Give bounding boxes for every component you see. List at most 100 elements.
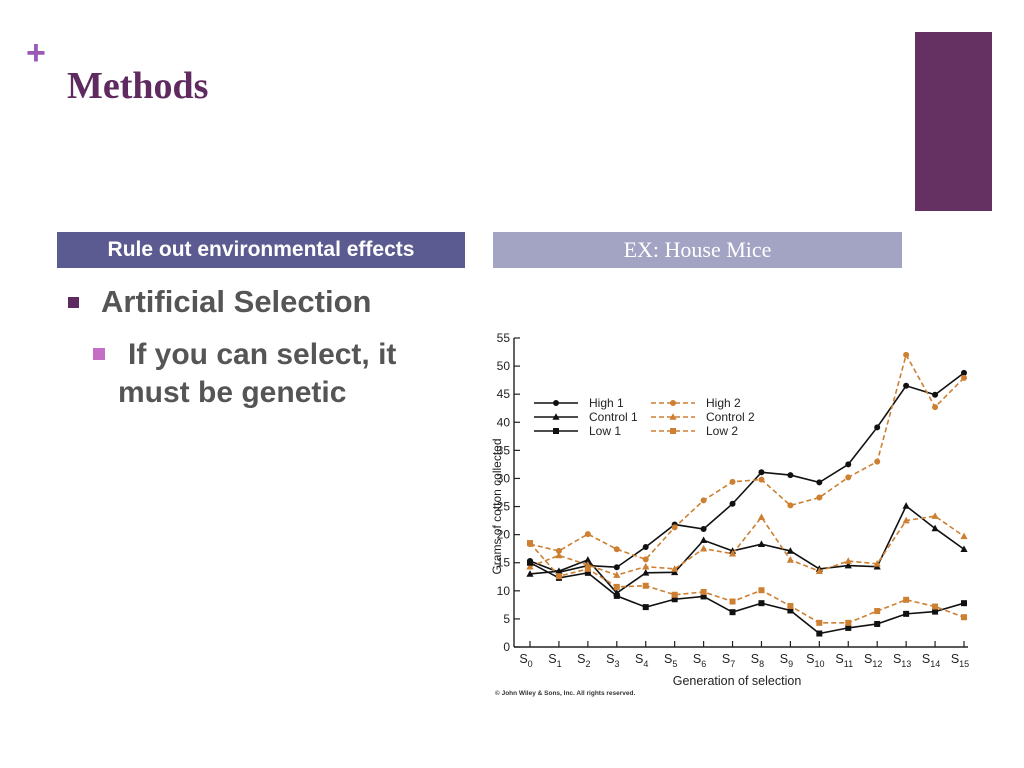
series-line-control-2 xyxy=(529,515,965,576)
data-point-control-1 xyxy=(642,569,650,576)
data-point-control-1 xyxy=(526,570,534,577)
data-point-high-2 xyxy=(787,502,794,509)
data-point-control-2 xyxy=(757,513,766,521)
data-point-high-2 xyxy=(613,546,620,553)
y-tick-label: 50 xyxy=(497,359,511,373)
data-point-low-1 xyxy=(874,620,881,627)
y-tick-label: 40 xyxy=(497,415,511,429)
legend-label-low-1: Low 1 xyxy=(589,424,621,438)
data-point-high-1 xyxy=(874,424,881,431)
data-point-low-2 xyxy=(584,565,591,572)
bullet-text-1: Artificial Selection xyxy=(101,284,372,319)
data-point-high-1 xyxy=(845,461,852,468)
y-tick-label: 20 xyxy=(497,528,511,542)
data-point-low-1 xyxy=(758,600,765,607)
copyright-text: © John Wiley & Sons, Inc. All rights res… xyxy=(495,689,635,697)
data-point-high-1 xyxy=(642,543,649,550)
legend-marker-high-2 xyxy=(670,400,676,406)
left-heading-text: Rule out environmental effects xyxy=(107,238,415,261)
data-point-low-2 xyxy=(874,608,881,615)
x-tick-label: S2 xyxy=(577,652,590,669)
data-point-high-2 xyxy=(816,494,823,501)
legend-marker-high-1 xyxy=(553,400,559,406)
data-point-control-2 xyxy=(526,562,534,570)
x-axis-title: Generation of selection xyxy=(673,674,802,688)
x-tick-label: S5 xyxy=(664,652,677,669)
x-tick-label: S12 xyxy=(864,652,882,669)
y-tick-label: 30 xyxy=(497,471,511,485)
data-point-control-1 xyxy=(700,536,708,544)
data-point-low-1 xyxy=(903,610,910,617)
data-point-control-2 xyxy=(873,560,881,567)
data-point-low-2 xyxy=(903,596,910,603)
data-point-low-2 xyxy=(961,614,967,621)
page-title: Methods xyxy=(67,65,209,107)
y-tick-label: 35 xyxy=(497,443,511,457)
data-point-low-1 xyxy=(787,607,794,614)
data-point-control-2 xyxy=(613,571,621,578)
data-point-control-2 xyxy=(960,532,968,540)
right-heading-bar: EX: House Mice xyxy=(493,232,902,268)
legend-label-control-1: Control 1 xyxy=(589,410,638,424)
data-point-high-2 xyxy=(729,478,736,485)
data-point-low-2 xyxy=(845,619,852,626)
x-tick-label: S11 xyxy=(835,652,853,669)
left-heading-bar: Rule out environmental effects xyxy=(57,232,465,268)
data-point-control-1 xyxy=(757,540,766,547)
y-tick-label: 55 xyxy=(497,331,511,345)
sub-bullet-square-icon xyxy=(93,348,105,360)
data-point-high-2 xyxy=(874,458,881,465)
data-point-high-2 xyxy=(961,374,967,381)
data-point-control-1 xyxy=(584,556,592,563)
data-point-control-1 xyxy=(844,561,852,569)
data-point-control-2 xyxy=(902,516,910,524)
data-point-control-2 xyxy=(815,567,823,574)
data-point-high-1 xyxy=(700,526,707,533)
legend-marker-control-2 xyxy=(669,413,677,420)
x-tick-label: S9 xyxy=(780,652,793,669)
data-point-high-1 xyxy=(903,382,910,389)
data-point-high-1 xyxy=(729,500,736,507)
data-point-low-1 xyxy=(932,608,939,615)
y-tick-label: 5 xyxy=(503,612,510,626)
data-point-control-2 xyxy=(555,551,563,559)
data-point-low-1 xyxy=(816,630,823,637)
data-point-control-1 xyxy=(931,524,939,532)
data-point-low-1 xyxy=(527,559,533,566)
data-point-low-2 xyxy=(642,582,649,589)
x-tick-label: S10 xyxy=(806,652,824,669)
plus-icon: + xyxy=(26,34,46,72)
data-point-high-2 xyxy=(700,497,707,504)
y-tick-label: 15 xyxy=(497,556,511,570)
data-point-low-2 xyxy=(527,540,533,547)
bullet-text-2-line-2: must be genetic xyxy=(118,376,347,409)
x-tick-label: S8 xyxy=(751,652,764,669)
legend-label-high-1: High 1 xyxy=(589,396,624,410)
data-point-control-1 xyxy=(960,545,968,553)
series-line-low-2 xyxy=(529,542,965,624)
x-tick-label: S15 xyxy=(951,652,969,669)
series-line-low-1 xyxy=(529,562,965,635)
data-point-low-2 xyxy=(613,583,620,590)
bullet-square-icon xyxy=(68,297,79,308)
bullet-text-2-line-1: If you can select, it xyxy=(128,338,397,371)
legend-marker-low-2 xyxy=(670,428,676,434)
data-point-high-2 xyxy=(932,404,939,411)
bullet-text-2: If you can select, it must be genetic xyxy=(93,336,453,412)
data-point-low-1 xyxy=(671,596,678,603)
x-tick-label: S1 xyxy=(548,652,561,669)
data-point-control-2 xyxy=(931,512,939,519)
data-point-high-1 xyxy=(787,472,794,479)
data-point-low-1 xyxy=(584,569,591,576)
data-point-control-2 xyxy=(671,565,679,572)
data-point-low-2 xyxy=(932,603,939,610)
y-tick-label: 25 xyxy=(497,500,511,514)
accent-block xyxy=(915,32,992,211)
line-chart: 0 5 10 15 20 25 30 35 40 45 50 55 S0 S1 S2 S3 S4 S5 S6 S7 S8… xyxy=(490,331,969,697)
data-point-high-1 xyxy=(758,469,765,476)
x-tick-label: S4 xyxy=(635,652,648,669)
series-line-control-1 xyxy=(529,504,965,595)
x-tick-label: S13 xyxy=(893,652,911,669)
legend-marker-low-1 xyxy=(553,428,559,434)
data-point-control-1 xyxy=(555,567,563,574)
